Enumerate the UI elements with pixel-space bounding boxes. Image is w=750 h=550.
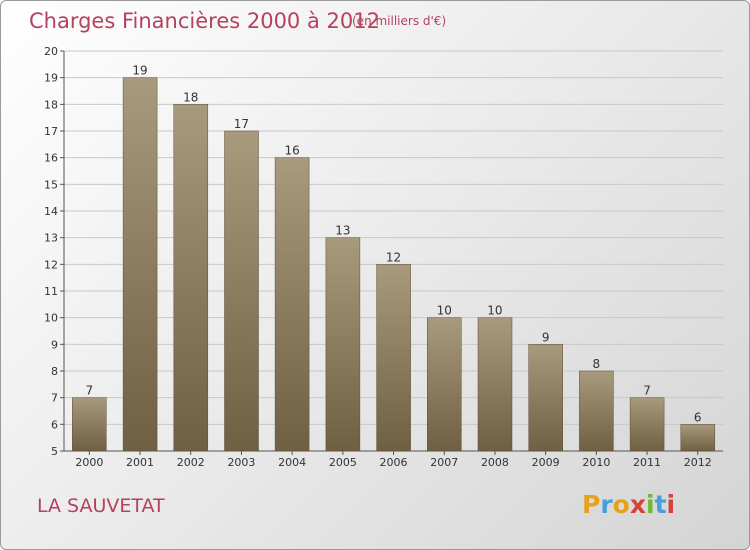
y-tick-label: 19 [44, 72, 58, 85]
data-label-2008: 10 [487, 304, 502, 318]
data-label-2010: 8 [593, 357, 601, 371]
bar-2009 [528, 344, 563, 452]
y-tick-label: 7 [51, 392, 58, 405]
x-tick-label-2002: 2002 [177, 456, 205, 469]
x-tick-label-2003: 2003 [227, 456, 255, 469]
x-tick-label-2004: 2004 [278, 456, 306, 469]
data-label-2004: 16 [285, 144, 300, 158]
data-label-2002: 18 [183, 90, 198, 104]
x-tick-label-2006: 2006 [380, 456, 408, 469]
logo-letter: o [612, 490, 630, 519]
bar-2001 [122, 77, 158, 452]
data-label-2007: 10 [437, 304, 452, 318]
bar-2012 [680, 424, 716, 452]
data-label-2001: 19 [132, 64, 147, 78]
x-tick-label-2008: 2008 [481, 456, 509, 469]
x-tick-label-2009: 2009 [532, 456, 560, 469]
y-tick-label: 10 [44, 312, 58, 325]
y-tick-label: 12 [44, 258, 58, 271]
chart-title: Charges Financières 2000 à 2012 [29, 9, 380, 33]
bar-2011 [629, 397, 665, 452]
x-tick-label-2010: 2010 [582, 456, 610, 469]
y-tick-label: 20 [44, 45, 58, 58]
data-label-2003: 17 [234, 117, 249, 131]
x-tick-label-2005: 2005 [329, 456, 357, 469]
bar-2006 [376, 264, 411, 452]
x-tick-label-2011: 2011 [633, 456, 661, 469]
data-label-2005: 13 [335, 224, 350, 238]
data-label-2012: 6 [694, 410, 702, 424]
logo-letter: P [582, 490, 601, 519]
y-tick-label: 17 [44, 125, 58, 138]
commune-name: LA SAUVETAT [37, 495, 165, 517]
chart-unit: (en milliers d'€) [352, 14, 447, 28]
bar-2003 [224, 130, 259, 452]
bar-2002 [173, 104, 209, 452]
y-tick-label: 6 [51, 418, 58, 431]
x-tick-label-2012: 2012 [684, 456, 712, 469]
y-tick-label: 18 [44, 98, 58, 111]
bar-2008 [477, 317, 513, 452]
y-tick-label: 14 [44, 205, 58, 218]
logo-letter: t [654, 490, 667, 519]
x-tick-label-2007: 2007 [430, 456, 458, 469]
x-tick-label-2001: 2001 [126, 456, 154, 469]
data-label-2000: 7 [86, 384, 94, 398]
y-tick-label: 16 [44, 152, 58, 165]
y-tick-label: 5 [51, 445, 58, 458]
y-tick-label: 15 [44, 178, 58, 191]
proxiti-logo[interactable]: Proxiti [582, 490, 675, 519]
y-tick-label: 11 [44, 285, 58, 298]
bar-2005 [325, 237, 361, 452]
bar-2007 [427, 317, 462, 452]
data-label-2006: 12 [386, 250, 401, 264]
y-tick-label: 9 [51, 338, 58, 351]
y-tick-label: 13 [44, 232, 58, 245]
data-label-2009: 9 [542, 330, 550, 344]
logo-letter: r [600, 490, 613, 519]
logo-letter: i [666, 490, 676, 519]
bar-2000 [72, 397, 107, 452]
data-label-2011: 7 [643, 384, 651, 398]
bar-2004 [274, 157, 310, 452]
y-tick-label: 8 [51, 365, 58, 378]
bar-2010 [579, 370, 614, 452]
logo-letter: x [629, 490, 646, 519]
x-tick-label-2000: 2000 [75, 456, 103, 469]
logo-letter: i [646, 490, 655, 519]
